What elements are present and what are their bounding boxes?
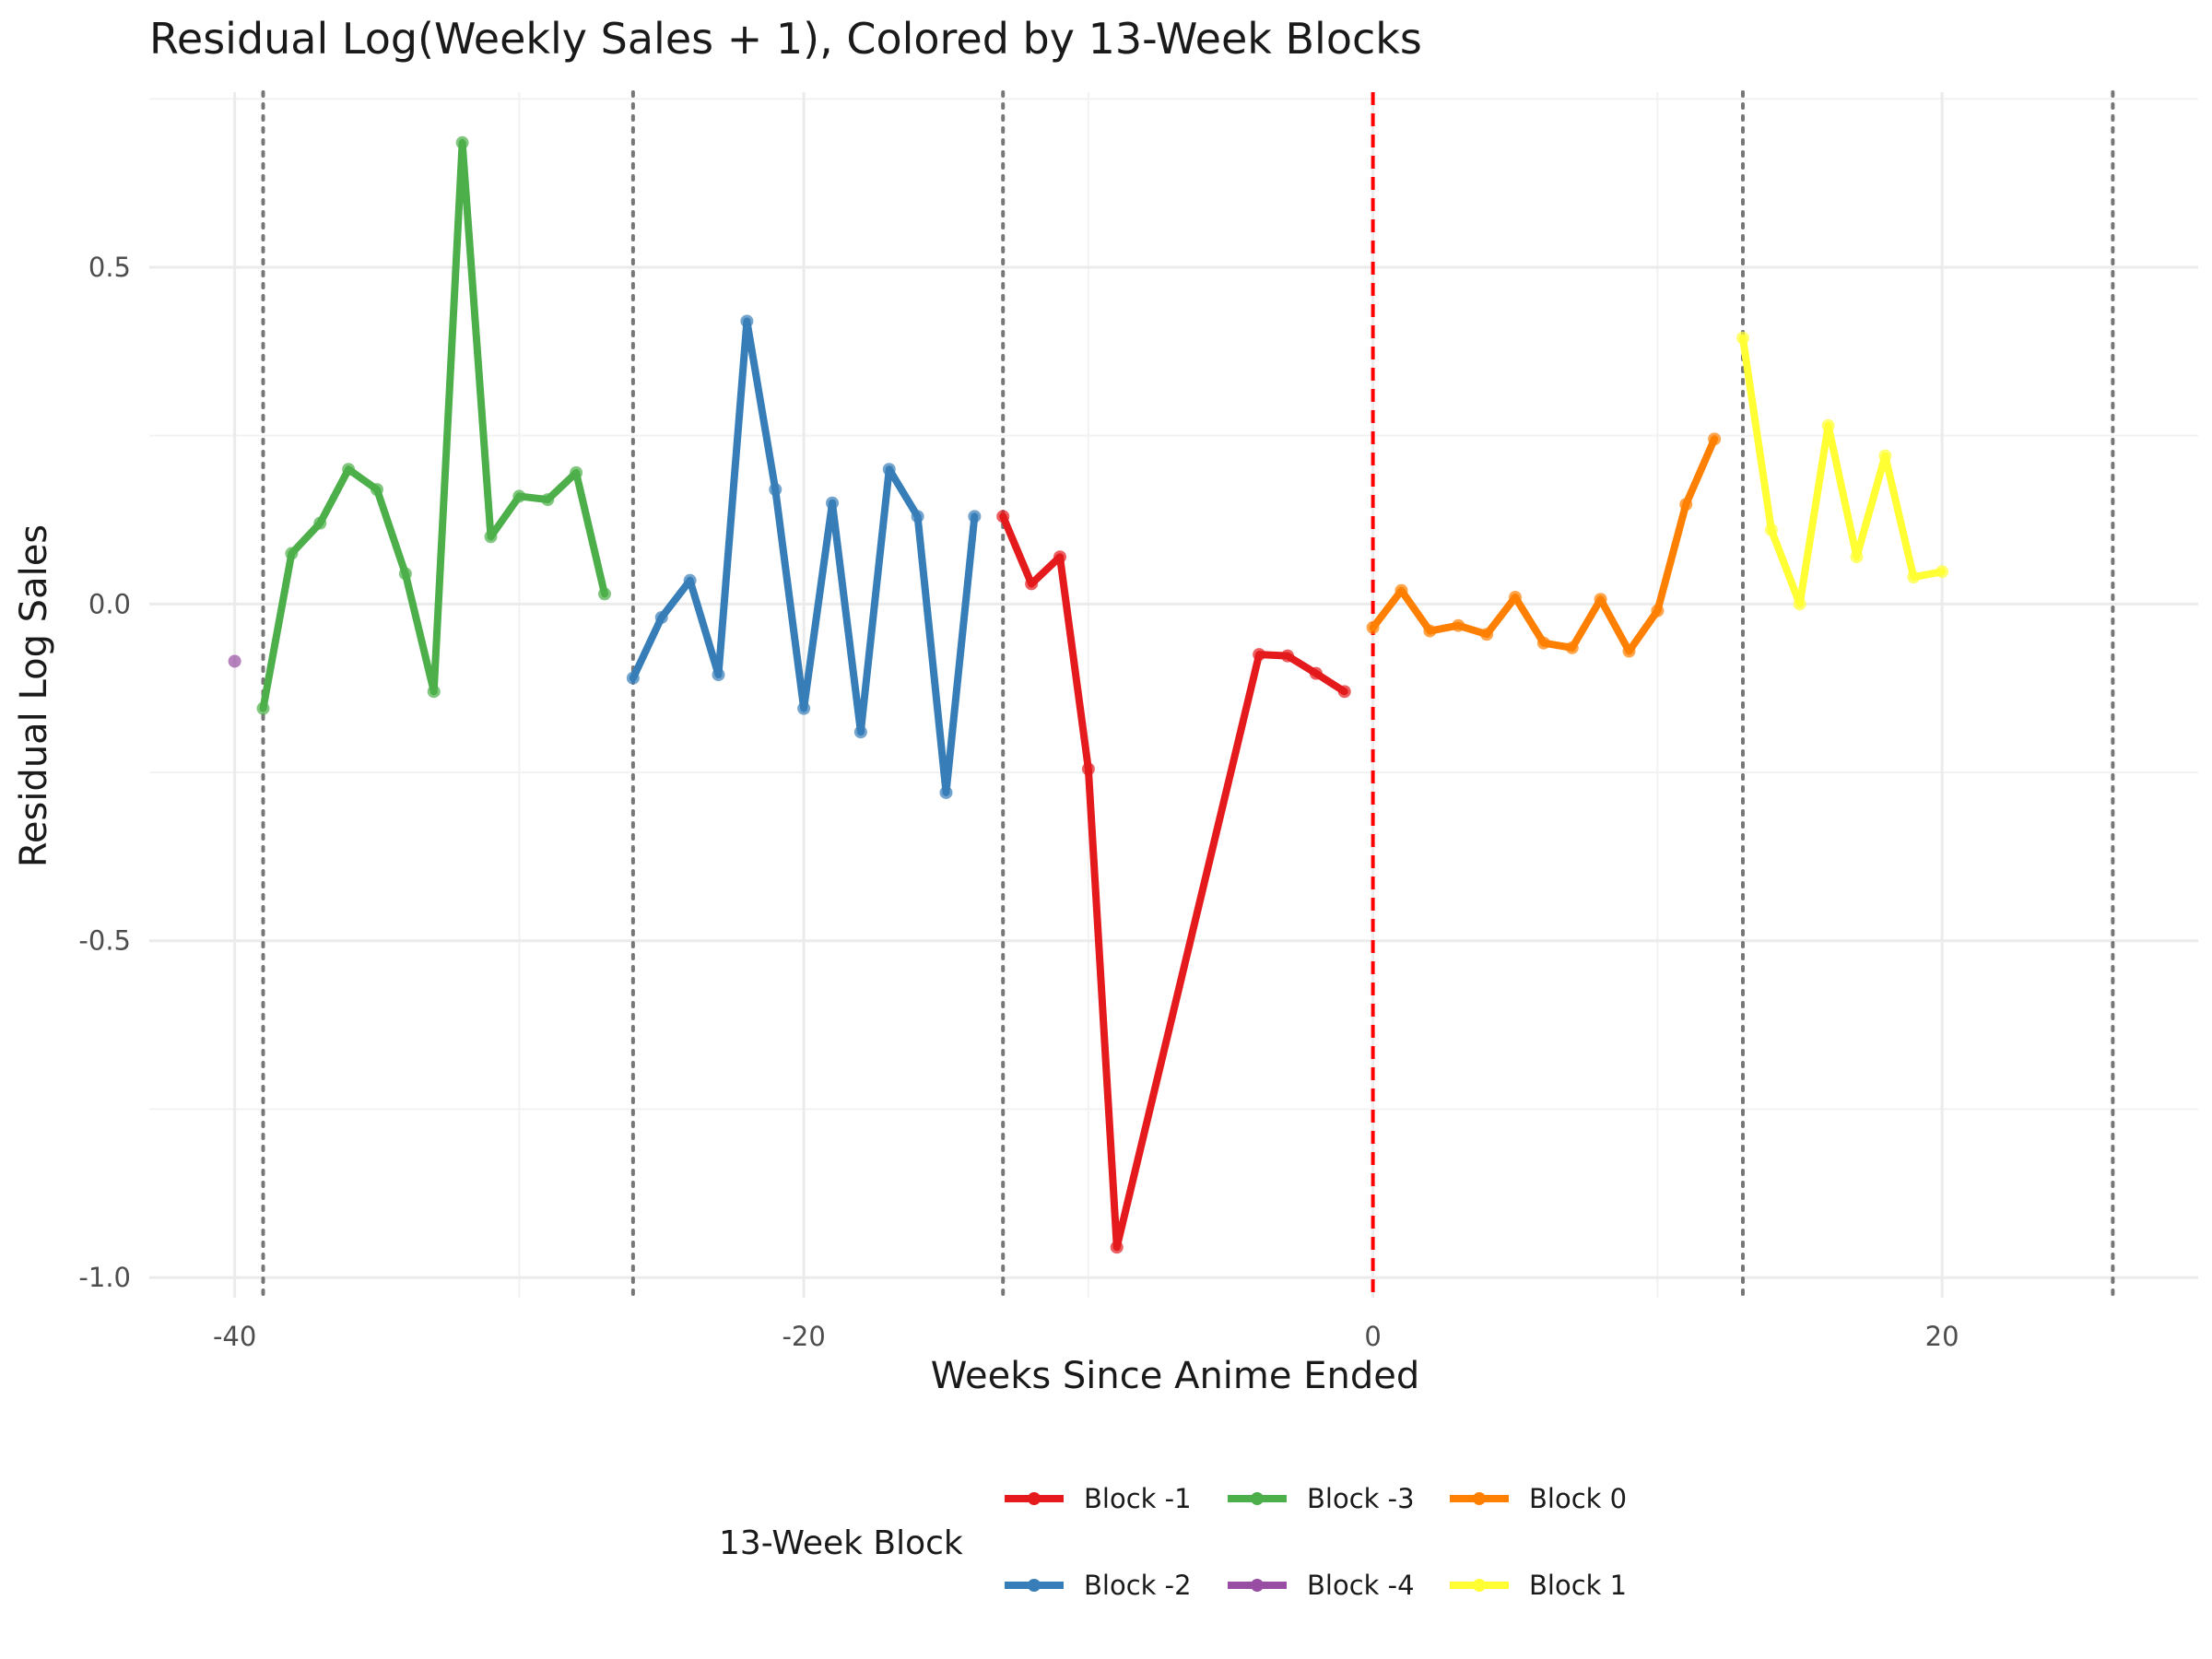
series-line-block-1 [999,512,1348,1252]
data-point-block-0 [1536,636,1550,650]
y-tick-label: -0.5 [78,925,131,957]
data-point-block-2 [968,510,982,524]
y-tick-label: 0.0 [88,588,131,619]
grid-layer [149,92,2198,1298]
data-point-block-0 [1594,593,1607,606]
data-point-block-2 [797,701,811,715]
data-point-block-2 [826,496,839,510]
data-point-block-3 [256,701,270,715]
data-point-block-3 [342,463,356,477]
data-point-block-1 [996,510,1010,524]
legend: 13-Week Block Block -1 Block -3 Block 0 Blo… [719,1483,1627,1601]
data-point-block-3 [398,567,412,581]
data-point-block-0 [1394,583,1408,597]
x-tick-label: -40 [213,1321,256,1352]
data-point-block-1 [1253,648,1266,662]
data-point-block-0 [1565,641,1579,654]
data-point-block-0 [1708,432,1722,446]
legend-key-point-block-1 [1028,1492,1041,1505]
data-point-block-1 [1309,666,1323,680]
data-point-block-2 [853,725,867,739]
data-point-block-1 [1793,597,1806,611]
data-point-block-3 [285,547,299,560]
data-point-block-1 [1878,449,1892,463]
data-point-block-2 [911,510,924,524]
data-point-block-3 [598,587,611,601]
data-point-block-2 [626,671,640,685]
data-point-block-1 [1736,331,1749,345]
data-point-block-3 [371,483,383,497]
data-point-block-0 [1366,620,1380,634]
series-layer [228,135,1949,1254]
data-point-block-1 [1053,550,1066,564]
reference-lines [261,90,2115,1300]
data-point-block-2 [769,483,782,497]
data-point-block-2 [654,610,668,624]
data-point-block-1 [1907,571,1921,584]
data-point-block-3 [427,685,441,699]
data-point-block-2 [939,785,953,799]
legend-label-block-1: Block -1 [1084,1483,1192,1514]
data-point-block-4 [228,654,241,668]
data-point-block-1 [1025,577,1039,591]
y-tick-label: 0.5 [88,252,131,283]
data-point-block-0 [1622,644,1636,658]
data-point-block-1 [1850,550,1864,564]
legend-key-point-block-1 [1473,1579,1486,1592]
legend-title: 13-Week Block [719,1524,963,1562]
data-point-block-1 [1110,1241,1124,1254]
chart-title: Residual Log(Weekly Sales + 1), Colored … [149,14,1422,64]
x-tick-label: -20 [782,1321,825,1352]
data-point-block-2 [712,668,725,682]
series-line-block-0 [1369,435,1719,655]
series-line-block-1 [1739,334,1947,608]
data-point-block-0 [1423,624,1437,638]
x-tick-label: 20 [1925,1321,1959,1352]
x-axis-title: Weeks Since Anime Ended [931,1355,1419,1397]
legend-label-block-4: Block -4 [1307,1570,1415,1601]
data-point-block-3 [313,516,327,530]
data-point-block-0 [1452,618,1465,632]
y-tick-label: -1.0 [78,1262,131,1293]
data-point-block-3 [484,530,498,544]
series-line-block-3 [259,138,608,712]
data-point-block-3 [455,135,469,149]
x-tick-label: 0 [1364,1321,1381,1352]
data-point-block-2 [740,314,754,328]
data-point-block-0 [1509,591,1522,605]
data-point-block-1 [1337,685,1351,699]
legend-key-point-block-4 [1251,1579,1264,1592]
legend-label-block-1: Block 1 [1529,1570,1627,1601]
data-point-block-0 [1480,628,1494,641]
legend-key-point-block-0 [1473,1492,1486,1505]
data-point-block-1 [1821,418,1835,432]
legend-label-block-3: Block -3 [1307,1483,1415,1514]
legend-key-point-block-3 [1251,1492,1264,1505]
axis-layer: -40 -20 0 20 -1.0 -0.5 0.0 0.5 [78,252,1959,1352]
data-point-block-2 [683,573,697,587]
data-point-block-1 [1764,523,1778,536]
data-point-block-1 [1936,565,1949,579]
data-point-block-1 [1281,649,1294,663]
data-point-block-3 [570,465,583,479]
data-point-block-3 [512,489,526,503]
y-axis-title: Residual Log Sales [13,524,55,867]
data-point-block-0 [1679,498,1693,512]
data-point-block-1 [1081,762,1095,776]
data-point-block-2 [882,463,896,477]
data-point-block-0 [1651,604,1665,618]
legend-label-block-0: Block 0 [1529,1483,1627,1514]
legend-key-point-block-2 [1028,1579,1041,1592]
legend-label-block-2: Block -2 [1084,1570,1192,1601]
data-point-block-3 [541,493,555,507]
